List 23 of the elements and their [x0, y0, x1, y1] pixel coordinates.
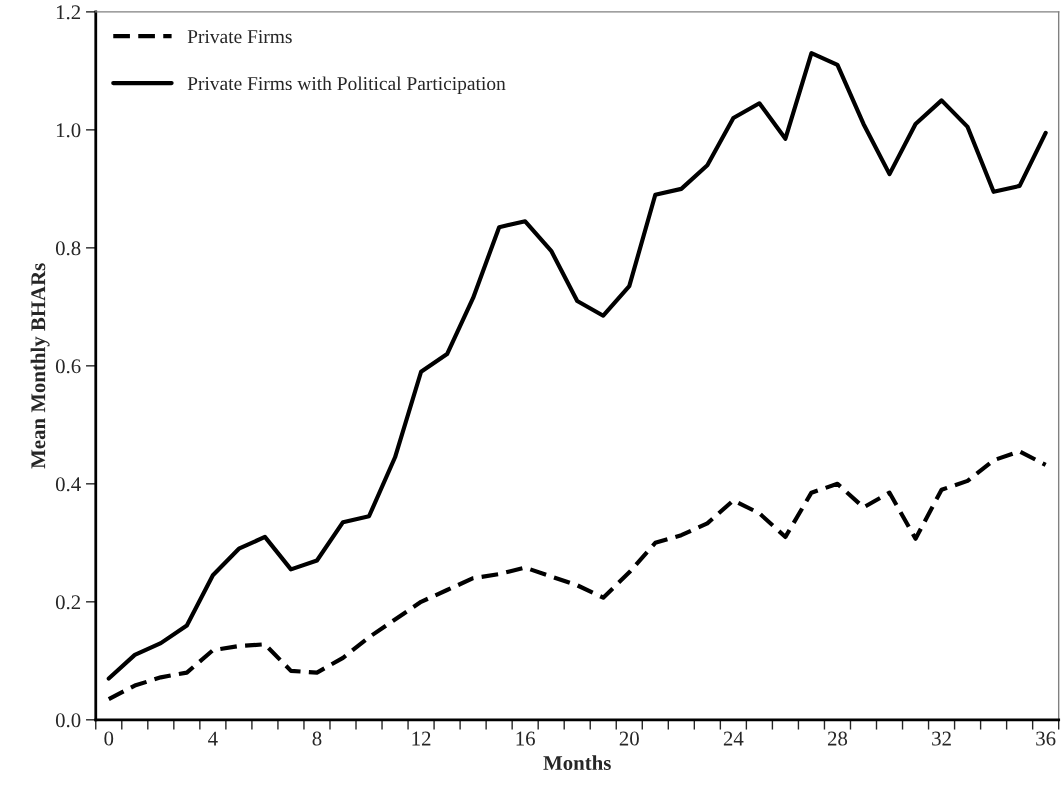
x-tick-label: 4: [208, 731, 218, 746]
line-series: [106, 51, 1048, 681]
y-tick-label: 0.6: [55, 359, 81, 374]
y-tick-label: 0.4: [55, 477, 81, 492]
x-tick-label: 24: [723, 731, 744, 746]
y-axis-title: Mean Monthly BHARs: [30, 263, 50, 469]
x-tick-label: 8: [312, 731, 322, 746]
x-tick-label: 32: [932, 731, 951, 746]
x-tick-label: 20: [619, 731, 639, 746]
y-tick-label: 0.8: [55, 241, 81, 256]
line-series: [106, 449, 1048, 702]
y-tick-label: 0.0: [55, 713, 81, 728]
legend-label: Private Firms with Political Participation: [187, 76, 506, 95]
y-tick-label: 1.0: [56, 123, 81, 138]
x-tick-label: 12: [412, 731, 431, 746]
x-tick-label: 28: [827, 731, 848, 746]
x-axis-title: Months: [543, 755, 611, 771]
y-tick-label: 1.2: [56, 5, 81, 20]
y-tick-label: 0.2: [55, 595, 81, 610]
x-tick-label: 36: [1036, 731, 1056, 746]
x-tick-label: 16: [516, 731, 535, 746]
x-tick-label: 0: [104, 731, 114, 746]
legend-label: Private Firms: [187, 30, 292, 44]
